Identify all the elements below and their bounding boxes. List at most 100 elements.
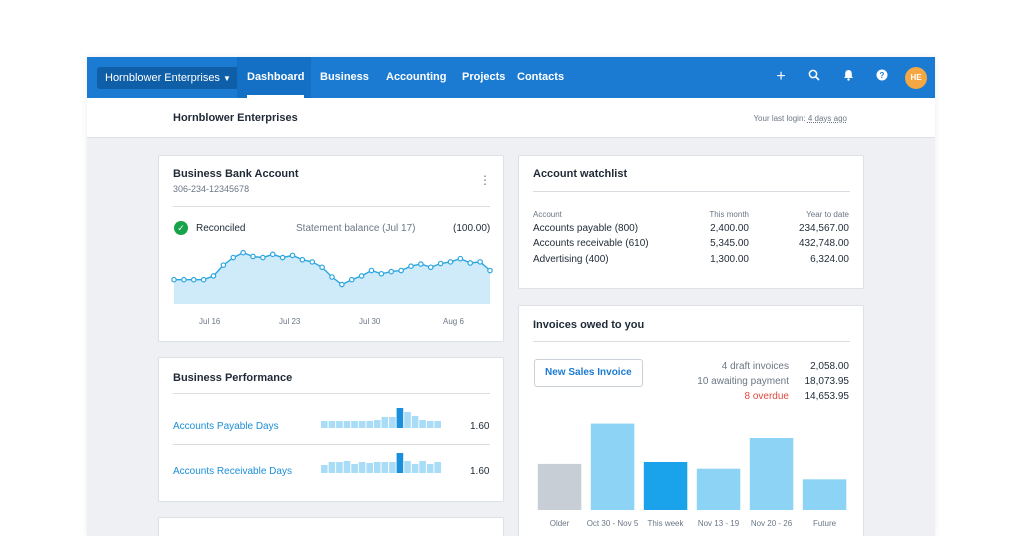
balance-point [210,273,217,279]
balance-point [230,254,237,261]
svg-text:?: ? [880,71,885,80]
watchlist-ytd: 432,748.00 [798,238,849,249]
invoice-bar-label: Nov 13 - 19 [698,519,740,528]
tab-contacts[interactable]: Contacts [517,71,565,83]
tab-dashboard[interactable]: Dashboard [247,57,305,98]
balance-point [467,260,474,266]
sparkline-bar [396,453,404,473]
bell-icon[interactable] [839,68,857,86]
bank-card-divider [173,206,490,207]
performance-divider [173,393,490,394]
balance-point [250,253,256,260]
invoice-bar-label: Oct 30 - Nov 5 [587,519,639,528]
balance-point [299,256,306,263]
watchlist-this-month: 1,300.00 [710,254,749,265]
user-avatar[interactable]: HE [905,67,927,89]
sparkline-bar [389,462,396,473]
awaiting-payment-link[interactable]: 10 awaiting payment [697,376,789,387]
sparkline-bar [419,461,426,473]
invoice-bar [537,463,582,510]
accounts-payable-days-link[interactable]: Accounts Payable Days [173,421,279,432]
sparkline-bar [366,421,373,428]
invoice-bar [696,468,741,510]
sparkline-bar [336,462,343,473]
invoices-card-title[interactable]: Invoices owed to you [533,319,645,331]
watchlist-account[interactable]: Advertising (400) [533,254,609,265]
sparkline-bar [419,420,426,428]
page-subheader: Hornblower Enterprises Your last login: … [87,98,935,138]
sparkline-bar [351,464,358,473]
balance-point [358,273,365,279]
xero-dashboard-app: Hornblower Enterprises ▼ Dashboard Busine… [87,57,935,536]
watchlist-card-title[interactable]: Account watchlist [533,168,628,180]
watchlist-account[interactable]: Accounts payable (800) [533,223,639,234]
search-icon[interactable] [805,68,823,86]
bank-account-card: Business Bank Account 306-234-12345678 ⋮… [158,155,504,342]
sparkline-bar [328,421,336,428]
sparkline-bar [404,461,411,473]
organisation-switcher[interactable]: Hornblower Enterprises ▼ [97,67,239,89]
awaiting-payment-amount: 18,073.95 [804,376,850,387]
performance-card-title[interactable]: Business Performance [173,372,293,384]
balance-point [220,262,227,268]
balance-point [398,267,404,274]
x-tick-label: Aug 6 [443,317,464,326]
balance-point [289,252,296,259]
balance-point [309,259,316,265]
balance-point [260,254,266,261]
accounts-payable-sparkline [321,408,441,428]
overdue-invoices-link[interactable]: 8 overdue [744,391,789,402]
watchlist-this-month: 2,400.00 [710,223,749,234]
invoice-bar [643,462,688,510]
last-login-info: Your last login: 4 days ago [753,114,847,123]
balance-point [368,267,375,274]
overdue-invoices-amount: 14,653.95 [804,391,850,402]
watchlist-account[interactable]: Accounts receivable (610) [533,238,649,249]
balance-point [427,264,434,271]
watchlist-this-month: 5,345.00 [710,238,749,249]
accounts-receivable-sparkline [321,453,441,473]
active-tab-highlight [237,57,311,98]
sparkline-bar [389,417,396,428]
watchlist-ytd: 234,567.00 [798,223,849,234]
sparkline-bar [434,421,441,428]
balance-point [447,259,454,265]
sparkline-bar [336,421,343,428]
accounts-receivable-days-link[interactable]: Accounts Receivable Days [173,466,292,477]
x-tick-label: Jul 16 [199,317,221,326]
balance-point [171,276,177,283]
more-options-icon[interactable]: ⋮ [479,173,491,187]
x-tick-label: Jul 23 [279,317,301,326]
sparkline-bar [358,462,366,473]
last-login-value[interactable]: 4 days ago [807,114,847,123]
invoice-bar-label: Older [550,519,570,528]
statement-balance-value: (100.00) [453,223,491,234]
bank-balance-trend-chart [171,249,493,304]
watchlist-col-this-month: This month [709,210,749,219]
plus-icon[interactable]: + [776,68,786,85]
help-icon[interactable]: ? [873,68,891,86]
balance-point [457,255,464,262]
reconciled-status: Reconciled [196,223,246,234]
new-sales-invoice-button[interactable]: New Sales Invoice [534,359,643,387]
watchlist-col-account: Account [533,210,562,219]
organisation-name: Hornblower Enterprises [105,72,220,84]
bank-account-number: 306-234-12345678 [173,184,250,194]
balance-point [339,281,345,288]
balance-point [378,270,385,277]
balance-point [437,260,444,267]
sparkline-bar [396,408,404,428]
balance-point [181,276,187,283]
draft-invoices-link[interactable]: 4 draft invoices [721,361,789,372]
invoices-owed-card: Invoices owed to you New Sales Invoice 4… [518,305,864,536]
tab-projects[interactable]: Projects [462,71,506,83]
watchlist-col-ytd: Year to date [806,210,849,219]
tab-accounting[interactable]: Accounting [386,71,447,83]
sparkline-bar [426,421,434,428]
bank-card-title[interactable]: Business Bank Account [173,168,299,180]
invoice-bar [749,438,794,510]
watchlist-divider [533,191,850,192]
page-title: Hornblower Enterprises [173,112,298,124]
reconciled-check-icon: ✓ [174,221,188,235]
tab-business[interactable]: Business [320,71,369,83]
